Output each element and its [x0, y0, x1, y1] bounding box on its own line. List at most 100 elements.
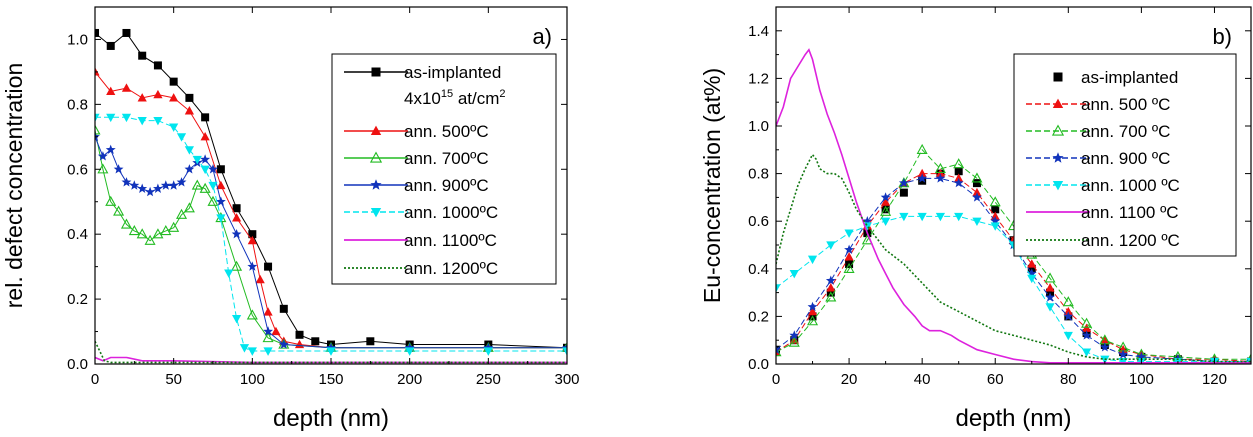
y-tick-label: 0.6 [67, 161, 88, 178]
data-point [105, 195, 117, 206]
data-point [991, 205, 1000, 214]
data-point [917, 168, 927, 178]
data-point [208, 164, 218, 174]
data-point [807, 301, 818, 312]
data-point [183, 202, 195, 213]
data-point [145, 186, 155, 197]
data-point [1063, 311, 1074, 321]
legend-marker [1052, 98, 1064, 109]
y-tick-label: 0.0 [67, 356, 88, 373]
x-tick-label: 60 [987, 371, 1004, 388]
data-point [169, 77, 178, 86]
data-point [954, 173, 964, 182]
data-point [247, 347, 257, 356]
series-6 [776, 153, 1251, 363]
data-point [953, 158, 965, 169]
series-line [95, 116, 567, 352]
data-point [954, 212, 964, 222]
data-point [917, 173, 928, 183]
data-point [1081, 317, 1093, 328]
data-point [971, 172, 983, 183]
data-point [989, 196, 1001, 207]
x-axis-label: depth (nm) [273, 405, 389, 432]
legend-entry-label: ann. 500ºC [404, 122, 489, 141]
data-point [1136, 351, 1147, 362]
data-point [207, 195, 219, 206]
data-point [881, 197, 891, 206]
data-point [899, 188, 908, 197]
legend-entry-label: ann. 1100ºC [404, 231, 497, 250]
series-line [776, 48, 1251, 364]
data-point [844, 229, 854, 238]
legend-marker [370, 125, 382, 136]
data-point [153, 61, 162, 70]
data-point [231, 229, 242, 239]
data-point [935, 212, 946, 222]
data-point [105, 144, 116, 154]
data-point [169, 93, 179, 102]
data-point [262, 332, 274, 343]
data-point [247, 261, 258, 271]
legend-entry-label: ann. 1100 ºC [1081, 203, 1179, 222]
data-point [1099, 342, 1110, 352]
legend-marker [369, 151, 383, 163]
legend-entry-label: ann. 1200 ºC [1081, 231, 1180, 250]
data-point [483, 347, 493, 356]
legend-entry-label: ann. 1200ºC [404, 259, 498, 278]
data-point [95, 131, 100, 141]
data-point [184, 146, 194, 155]
data-point [152, 228, 164, 239]
data-point [954, 167, 963, 176]
data-point [1027, 259, 1037, 268]
data-point [136, 228, 148, 239]
series-group [95, 28, 567, 364]
data-point [120, 218, 132, 229]
data-point [176, 177, 187, 187]
data-point [1118, 349, 1129, 359]
data-point [1081, 348, 1092, 357]
data-point [862, 216, 873, 226]
data-point [121, 177, 132, 187]
data-point [935, 168, 946, 178]
data-point [122, 28, 131, 37]
data-point [788, 336, 800, 347]
data-point [366, 337, 375, 346]
data-point [1045, 303, 1055, 312]
data-point [121, 83, 132, 92]
data-point [295, 330, 304, 339]
data-point [972, 187, 982, 197]
data-point [279, 304, 288, 313]
data-point [160, 180, 171, 190]
legend-marker [1053, 72, 1063, 82]
data-point [153, 183, 163, 193]
data-point [169, 123, 179, 132]
legend-marker [1051, 124, 1065, 136]
data-point [1063, 331, 1073, 341]
legend-marker [1052, 180, 1064, 191]
data-point [934, 162, 946, 173]
x-tick-label: 0 [772, 371, 780, 388]
data-point [224, 269, 234, 278]
data-point [263, 307, 273, 316]
data-point [97, 163, 109, 174]
x-tick-label: 80 [1060, 371, 1077, 388]
data-point [844, 244, 854, 254]
data-point [972, 179, 981, 188]
y-tick-label: 0.0 [748, 356, 769, 373]
data-point [825, 291, 837, 302]
x-tick-label: 0 [91, 371, 99, 388]
data-point [216, 165, 225, 174]
data-point [185, 93, 194, 102]
data-point [264, 262, 273, 271]
data-point [191, 179, 203, 190]
data-point [880, 192, 891, 202]
legend-marker [370, 179, 382, 190]
panel-label: b) [1212, 24, 1232, 49]
legend-entry-label: ann. 1000ºC [404, 203, 498, 222]
data-point [953, 177, 964, 188]
data-point [881, 205, 890, 214]
data-point [168, 221, 180, 232]
series-4 [776, 212, 1251, 364]
y-tick-label: 0.4 [67, 226, 88, 243]
data-point [215, 196, 226, 206]
